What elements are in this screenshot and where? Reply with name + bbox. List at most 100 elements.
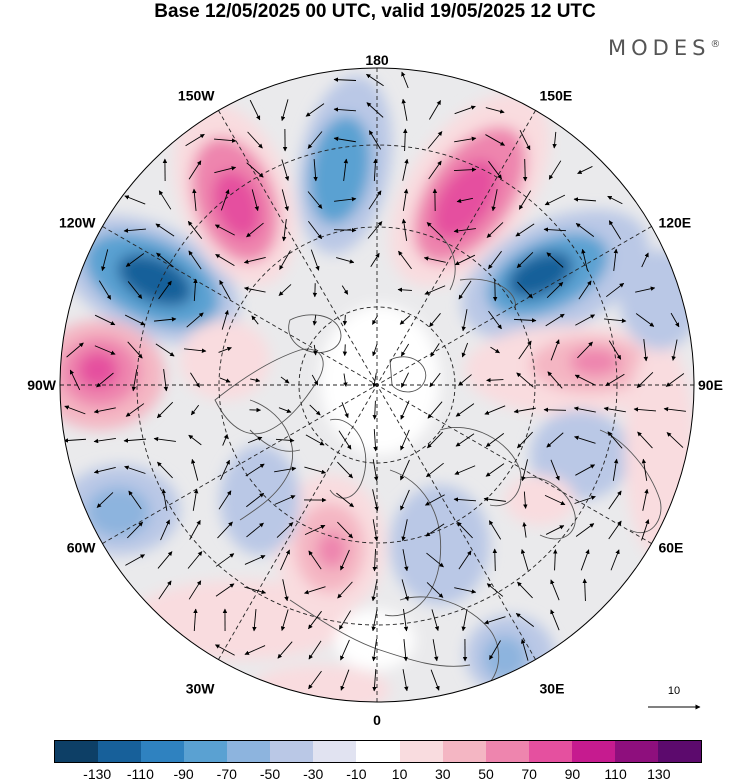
colorbar-swatch — [55, 741, 99, 762]
reference-vector: 10 — [648, 685, 701, 710]
modes-logo: MODES® — [608, 36, 720, 60]
wind-vector — [214, 224, 235, 236]
wind-vector — [454, 587, 477, 594]
wind-vector — [219, 279, 231, 300]
wind-vector — [214, 166, 237, 174]
wind-vector — [153, 436, 176, 442]
wind-vector — [341, 402, 349, 419]
wind-vector — [275, 438, 295, 443]
wind-vector — [612, 458, 619, 481]
wind-vector — [485, 134, 505, 146]
wind-vector — [160, 519, 170, 541]
wind-vector — [125, 554, 145, 566]
wind-vector — [608, 340, 622, 360]
wind-vector — [641, 458, 648, 481]
wind-vector — [575, 464, 596, 476]
wind-vector — [304, 586, 326, 595]
wind-vector — [401, 519, 408, 542]
wind-vector — [550, 579, 560, 601]
wind-vector — [485, 107, 505, 114]
map-boundary — [59, 67, 695, 703]
wind-vector — [156, 401, 174, 419]
wind-vector — [93, 438, 116, 444]
colorbar-swatch — [98, 741, 142, 762]
wind-vector — [250, 378, 261, 383]
wind-vector — [429, 372, 441, 388]
wind-vector — [461, 342, 469, 358]
wind-vector — [310, 249, 320, 271]
wind-vector — [454, 465, 476, 475]
wind-vector — [307, 131, 323, 149]
wind-vector — [309, 404, 321, 416]
wind-vector — [486, 583, 504, 597]
wind-vector — [336, 257, 355, 264]
wind-vector — [608, 490, 622, 510]
wind-vector — [127, 521, 143, 539]
wind-vector — [163, 369, 169, 392]
wind-vector — [403, 128, 408, 152]
wind-vector — [454, 254, 476, 266]
wind-vector — [573, 406, 596, 413]
wind-vector — [192, 488, 199, 511]
wind-vector — [458, 280, 472, 300]
registered-mark: ® — [710, 39, 721, 50]
colorbar-swatch — [571, 741, 615, 762]
wind-vector — [249, 99, 261, 121]
wind-vector — [280, 376, 290, 384]
wind-vector — [633, 407, 656, 412]
wind-vector — [214, 644, 235, 656]
wind-vector — [372, 489, 379, 512]
wind-vector — [219, 377, 231, 383]
wind-vector — [338, 610, 352, 630]
map-disc — [60, 68, 694, 702]
wind-vector — [400, 489, 410, 511]
wind-vector — [247, 131, 263, 149]
wind-vector — [247, 436, 263, 444]
wind-vector — [547, 371, 563, 389]
wind-vector — [517, 281, 533, 299]
colorbar-swatch — [485, 741, 529, 762]
wind-vector — [573, 197, 597, 202]
wind-vector — [401, 579, 410, 602]
wind-vector — [124, 195, 146, 205]
colorbar-label: 110 — [604, 766, 627, 782]
wind-vector — [399, 315, 411, 325]
wind-vector — [453, 228, 476, 234]
wind-vector — [304, 466, 327, 475]
wind-vector — [518, 190, 532, 210]
wind-vector — [400, 400, 410, 420]
wind-vector — [577, 166, 593, 174]
wind-vector — [575, 314, 596, 326]
wind-vector — [93, 407, 116, 414]
wind-vector — [397, 287, 412, 293]
wind-vector — [546, 281, 564, 299]
wind-vector — [192, 188, 197, 211]
colorbar-label: 130 — [647, 766, 671, 782]
wind-vector — [430, 669, 440, 691]
wind-vector — [127, 341, 143, 359]
wind-vector — [372, 343, 378, 357]
wind-vector — [492, 278, 498, 302]
modes-logo-text: MODES — [608, 36, 711, 60]
wind-vector — [552, 131, 557, 149]
wind-vector — [222, 434, 228, 446]
wind-vector — [308, 550, 322, 570]
wind-vector — [515, 223, 535, 237]
wind-vector — [274, 495, 296, 505]
wind-vector — [488, 520, 502, 540]
wind-vector — [337, 461, 353, 479]
colorbar-swatch — [399, 741, 443, 762]
wind-vector — [124, 465, 146, 474]
wind-vector — [214, 138, 237, 143]
wind-vector — [483, 496, 506, 502]
wind-vector — [485, 433, 505, 447]
wind-vector — [311, 374, 319, 386]
wind-vector — [671, 339, 678, 361]
wind-vector — [371, 609, 378, 632]
wind-vector — [279, 250, 291, 270]
wind-vector — [184, 348, 207, 353]
wind-vector — [158, 580, 172, 600]
wind-vector — [246, 522, 264, 538]
wind-vector — [544, 494, 566, 506]
